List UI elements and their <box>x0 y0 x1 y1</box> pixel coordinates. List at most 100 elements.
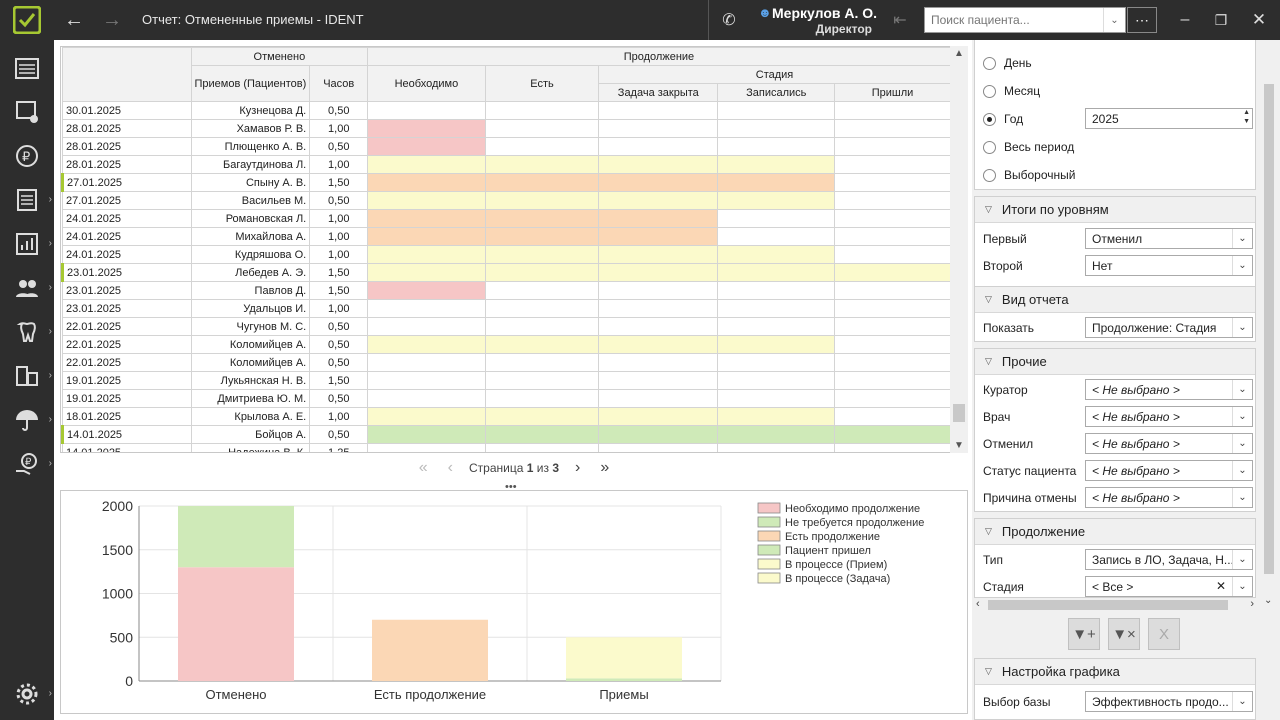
continuation-stage-combo[interactable]: < Все > ✕ ⌄ <box>1085 576 1253 597</box>
cell-continuation[interactable] <box>598 227 719 246</box>
sidebar-insurance[interactable]: › <box>0 398 54 442</box>
sidebar-payments[interactable]: ₽ › <box>0 442 54 486</box>
chevron-down-icon[interactable]: ⌄ <box>1232 407 1252 426</box>
cell-continuation[interactable] <box>834 119 951 138</box>
other-header[interactable]: ▽ Прочие <box>975 349 1255 375</box>
cell-name[interactable]: Плющенко А. В. <box>190 137 311 156</box>
cell-date[interactable]: 22.01.2025 <box>62 317 192 336</box>
cell-hours[interactable]: 1,50 <box>309 263 369 282</box>
cell-date[interactable]: 24.01.2025 <box>62 227 192 246</box>
cell-continuation[interactable] <box>367 155 486 174</box>
bar-segment[interactable] <box>566 637 682 679</box>
other-field-combo[interactable]: < Не выбрано > ⌄ <box>1085 487 1253 508</box>
table-row[interactable]: 24.01.2025 Кудряшова О. 1,00 <box>62 245 967 264</box>
table-row[interactable]: 18.01.2025 Крылова А. Е. 1,00 <box>62 407 967 426</box>
cell-hours[interactable]: 1,50 <box>309 281 369 300</box>
cell-name[interactable]: Павлов Д. <box>190 281 311 300</box>
cell-continuation[interactable] <box>367 407 486 426</box>
back-arrow-icon[interactable]: ← <box>64 8 84 31</box>
grid-vertical-scrollbar[interactable]: ▲ ▼ <box>950 46 968 453</box>
period-radio[interactable]: День <box>983 56 1032 70</box>
cell-hours[interactable]: 1,00 <box>309 155 369 174</box>
year-spinner[interactable]: 2025 ▲ ▼ <box>1085 108 1253 129</box>
cell-date[interactable]: 27.01.2025 <box>62 191 192 210</box>
level-second-combo[interactable]: Нет ⌄ <box>1085 255 1253 276</box>
chevron-down-icon[interactable]: ⌄ <box>1232 380 1252 399</box>
cell-continuation[interactable] <box>484 425 600 444</box>
period-radio[interactable]: Год <box>983 112 1023 126</box>
cell-date[interactable]: 28.01.2025 <box>62 119 192 138</box>
cell-continuation[interactable] <box>834 299 951 318</box>
cell-continuation[interactable] <box>598 299 719 318</box>
header-cancelled[interactable]: Отменено <box>190 47 369 66</box>
cell-continuation[interactable] <box>598 101 719 120</box>
scroll-left-icon[interactable]: ‹ <box>976 598 980 610</box>
cell-continuation[interactable] <box>367 353 486 372</box>
cell-continuation[interactable] <box>484 281 600 300</box>
cell-continuation[interactable] <box>717 173 836 192</box>
cell-date[interactable]: 28.01.2025 <box>62 137 192 156</box>
cell-continuation[interactable] <box>484 191 600 210</box>
cell-date[interactable]: 22.01.2025 <box>62 335 192 354</box>
cell-continuation[interactable] <box>367 317 486 336</box>
scroll-right-icon[interactable]: › <box>1250 598 1254 610</box>
period-radio[interactable]: Месяц <box>983 84 1040 98</box>
cell-name[interactable]: Васильев М. <box>190 191 311 210</box>
bar-segment[interactable] <box>178 567 294 681</box>
cell-continuation[interactable] <box>834 263 951 282</box>
table-row[interactable]: 22.01.2025 Коломийцев А. 0,50 <box>62 335 967 354</box>
cell-name[interactable]: Спыну А. В. <box>190 173 311 192</box>
cell-continuation[interactable] <box>484 101 600 120</box>
cell-continuation[interactable] <box>484 173 600 192</box>
level-first-combo[interactable]: Отменил ⌄ <box>1085 228 1253 249</box>
cell-continuation[interactable] <box>598 209 719 228</box>
cell-continuation[interactable] <box>834 173 951 192</box>
cell-continuation[interactable] <box>484 443 600 452</box>
radio-circle-icon[interactable] <box>983 56 996 70</box>
cell-continuation[interactable] <box>598 353 719 372</box>
cell-date[interactable]: 23.01.2025 <box>62 281 192 300</box>
cell-date[interactable]: 19.01.2025 <box>62 389 192 408</box>
cell-continuation[interactable] <box>717 281 836 300</box>
header-stage[interactable]: Стадия <box>598 65 951 84</box>
cell-continuation[interactable] <box>484 299 600 318</box>
cell-hours[interactable]: 0,50 <box>309 335 369 354</box>
table-row[interactable]: 28.01.2025 Плющенко А. В. 0,50 <box>62 137 967 156</box>
header-continuation[interactable]: Продолжение <box>367 47 951 66</box>
app-logo-icon[interactable] <box>8 0 46 40</box>
sidebar-documents[interactable]: › <box>0 178 54 222</box>
cell-continuation[interactable] <box>484 371 600 390</box>
chevron-down-icon[interactable]: ⌄ <box>1232 229 1252 248</box>
cell-continuation[interactable] <box>717 371 836 390</box>
table-row[interactable]: 23.01.2025 Лебедев А. Э. 1,50 <box>61 263 967 282</box>
cell-hours[interactable]: 1,00 <box>309 299 369 318</box>
cell-name[interactable]: Кузнецова Д. <box>190 101 311 120</box>
table-row[interactable]: 19.01.2025 Лукьянская Н. В. 1,50 <box>62 371 967 390</box>
cell-hours[interactable]: 1,00 <box>309 245 369 264</box>
cell-continuation[interactable] <box>834 353 951 372</box>
cell-continuation[interactable] <box>717 263 836 282</box>
table-row[interactable]: 24.01.2025 Романовская Л. 1,00 <box>62 209 967 228</box>
other-field-combo[interactable]: < Не выбрано > ⌄ <box>1085 406 1253 427</box>
first-page-icon[interactable]: « <box>418 459 428 476</box>
cell-date[interactable]: 14.01.2025 <box>62 443 192 452</box>
cell-continuation[interactable] <box>717 137 836 156</box>
cell-continuation[interactable] <box>834 335 951 354</box>
clear-filter-button[interactable]: ▼× <box>1108 618 1140 650</box>
splitter-handle[interactable]: ••• <box>505 481 517 493</box>
vscroll-thumb[interactable] <box>1264 84 1274 574</box>
cell-continuation[interactable] <box>834 407 951 426</box>
chart-settings-header[interactable]: ▽ Настройка графика <box>975 659 1255 685</box>
cell-continuation[interactable] <box>834 443 951 452</box>
cell-continuation[interactable] <box>367 389 486 408</box>
table-row[interactable]: 30.01.2025 Кузнецова Д. 0,50 <box>62 101 967 120</box>
cell-continuation[interactable] <box>598 443 719 452</box>
cell-continuation[interactable] <box>717 425 836 444</box>
cell-continuation[interactable] <box>367 281 486 300</box>
cell-name[interactable]: Лебедев А. Э. <box>190 263 311 282</box>
table-row[interactable]: 23.01.2025 Павлов Д. 1,50 <box>62 281 967 300</box>
cell-continuation[interactable] <box>484 227 600 246</box>
cell-continuation[interactable] <box>367 335 486 354</box>
cell-continuation[interactable] <box>834 155 951 174</box>
cell-continuation[interactable] <box>598 407 719 426</box>
